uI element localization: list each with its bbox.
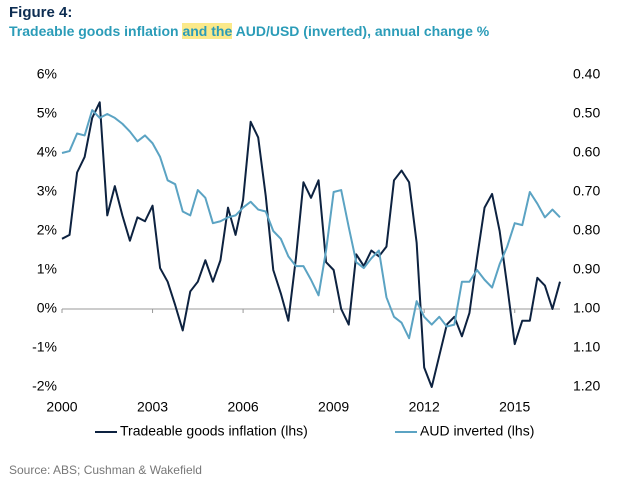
y2-tick-label: 1.00 bbox=[573, 300, 600, 316]
x-tick-label: 2006 bbox=[228, 399, 259, 415]
x-tick-label: 2009 bbox=[318, 399, 349, 415]
y-tick-label: 1% bbox=[37, 261, 57, 277]
subtitle-text: Tradeable goods inflation bbox=[9, 23, 183, 39]
y2-tick-label: 0.80 bbox=[573, 222, 600, 238]
chart-subtitle: Tradeable goods inflation and the AUD/US… bbox=[9, 22, 489, 40]
x-tick-label: 2000 bbox=[46, 399, 77, 415]
highlighted-text: and the bbox=[182, 23, 233, 39]
y-tick-label: -2% bbox=[32, 378, 57, 394]
legend-label: Tradeable goods inflation (lhs) bbox=[120, 423, 308, 439]
y2-tick-label: 0.70 bbox=[573, 183, 600, 199]
y-tick-label: 2% bbox=[37, 222, 57, 238]
y2-tick-label: 0.90 bbox=[573, 261, 600, 277]
y2-tick-label: 0.40 bbox=[573, 66, 600, 82]
y2-tick-label: 0.60 bbox=[573, 144, 600, 160]
y-tick-label: 0% bbox=[37, 300, 57, 316]
y2-tick-label: 0.50 bbox=[573, 105, 600, 121]
y-tick-label: 5% bbox=[37, 105, 57, 121]
legend-label: AUD inverted (lhs) bbox=[420, 423, 534, 439]
y2-tick-label: 1.10 bbox=[573, 339, 600, 355]
y-tick-label: 3% bbox=[37, 183, 57, 199]
y2-tick-label: 1.20 bbox=[573, 378, 600, 394]
y-tick-label: -1% bbox=[32, 339, 57, 355]
chart-title: Figure 4: bbox=[9, 4, 73, 21]
header: Figure 4: Tradeable goods inflation and … bbox=[9, 4, 489, 40]
series-line bbox=[61, 109, 561, 340]
subtitle-text: AUD/USD (inverted), annual change % bbox=[232, 23, 490, 39]
x-tick-label: 2012 bbox=[409, 399, 440, 415]
x-tick-label: 2003 bbox=[137, 399, 168, 415]
y-tick-label: 4% bbox=[37, 144, 57, 160]
x-tick-label: 2015 bbox=[499, 399, 530, 415]
y-tick-label: 6% bbox=[37, 66, 57, 82]
series-line bbox=[61, 101, 561, 388]
source-note: Source: ABS; Cushman & Wakefield bbox=[9, 463, 202, 477]
